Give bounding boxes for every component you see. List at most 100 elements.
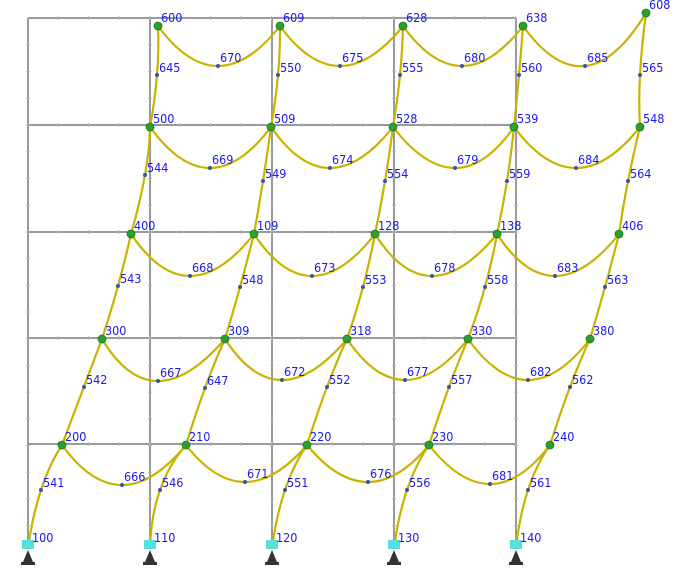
column-midpoint-dot [238,285,242,289]
node-label: 609 [283,10,304,25]
beam-midpoint-dot [338,64,342,68]
node-label: 110 [154,530,175,545]
node-marker [275,21,285,31]
column-label: 544 [147,160,168,175]
column-midpoint-dot [155,73,159,77]
deformed-beam-curve [513,126,641,170]
node-marker [545,440,555,450]
column-midpoint-dot [383,179,387,183]
column-midpoint-dot [405,488,409,492]
column-midpoint-dot [143,173,147,177]
fixed-support-block [266,540,278,549]
beam-label: 672 [284,364,305,379]
node-marker [388,122,398,132]
node-marker [97,334,107,344]
beam-midpoint-dot [156,379,160,383]
beam-midpoint-dot [216,64,220,68]
node-label: 240 [553,429,574,444]
column-label: 647 [207,373,228,388]
column-label: 555 [402,60,423,75]
column-label: 551 [287,475,308,490]
column-midpoint-dot [603,285,607,289]
node-label: 138 [500,218,521,233]
support-base-plate [21,562,35,565]
column-midpoint-dot [526,488,530,492]
node-marker [585,334,595,344]
beam-midpoint-dot [553,274,557,278]
fixed-support-block [144,540,156,549]
beam-label: 674 [332,152,353,167]
beam-label: 680 [464,50,485,65]
node-label: 120 [276,530,297,545]
node-label: 210 [189,429,210,444]
node-label: 406 [622,218,643,233]
beam-label: 683 [557,260,578,275]
column-midpoint-dot [517,73,521,77]
node-label: 109 [257,218,278,233]
beam-midpoint-dot [488,482,492,486]
column-label: 543 [120,271,141,286]
column-label: 546 [162,475,183,490]
beam-midpoint-dot [328,166,332,170]
node-label: 628 [406,10,427,25]
node-label: 100 [32,530,53,545]
node-label: 638 [526,10,547,25]
beam-midpoint-dot [208,166,212,170]
node-marker [249,229,259,239]
column-label: 563 [607,272,628,287]
support-triangle-icon [267,550,277,562]
column-label: 645 [159,60,180,75]
column-midpoint-dot [638,73,642,77]
node-label: 548 [643,111,664,126]
beam-midpoint-dot [460,64,464,68]
column-midpoint-dot [158,488,162,492]
node-marker [153,21,163,31]
column-midpoint-dot [398,73,402,77]
beam-label: 671 [247,466,268,481]
node-label: 130 [398,530,419,545]
column-midpoint-dot [483,285,487,289]
support-base-plate [387,562,401,565]
node-marker [302,440,312,450]
node-marker [492,229,502,239]
beam-midpoint-dot [403,378,407,382]
column-midpoint-dot [116,284,120,288]
column-label: 556 [409,475,430,490]
column-midpoint-dot [626,179,630,183]
node-marker [57,440,67,450]
support-triangle-icon [389,550,399,562]
column-midpoint-dot [447,385,451,389]
node-marker [463,334,473,344]
column-label: 562 [572,372,593,387]
node-marker [641,8,651,18]
column-label: 557 [451,372,472,387]
column-midpoint-dot [568,385,572,389]
column-label: 541 [43,475,64,490]
beam-midpoint-dot [453,166,457,170]
fixed-support-block [22,540,34,549]
node-marker [220,334,230,344]
support-triangle-icon [511,550,521,562]
beam-label: 678 [434,260,455,275]
column-label: 553 [365,272,386,287]
support-triangle-icon [23,550,33,562]
column-label: 552 [329,372,350,387]
beam-midpoint-dot [574,166,578,170]
column-label: 565 [642,60,663,75]
beam-label: 669 [212,152,233,167]
column-label: 558 [487,272,508,287]
node-label: 330 [471,323,492,338]
node-label: 300 [105,323,126,338]
labels: 100 110 120 130 140 200 210 220 230 240 300 309 318 3… [32,0,670,545]
original-frame-grid [26,16,518,548]
node-marker [398,21,408,31]
beam-midpoint-dot [366,480,370,484]
beam-label: 670 [220,50,241,65]
node-label: 230 [432,429,453,444]
node-label: 528 [396,111,417,126]
beam-label: 685 [587,50,608,65]
beam-midpoint-dot [188,274,192,278]
column-midpoint-dot [325,385,329,389]
node-marker [518,21,528,31]
